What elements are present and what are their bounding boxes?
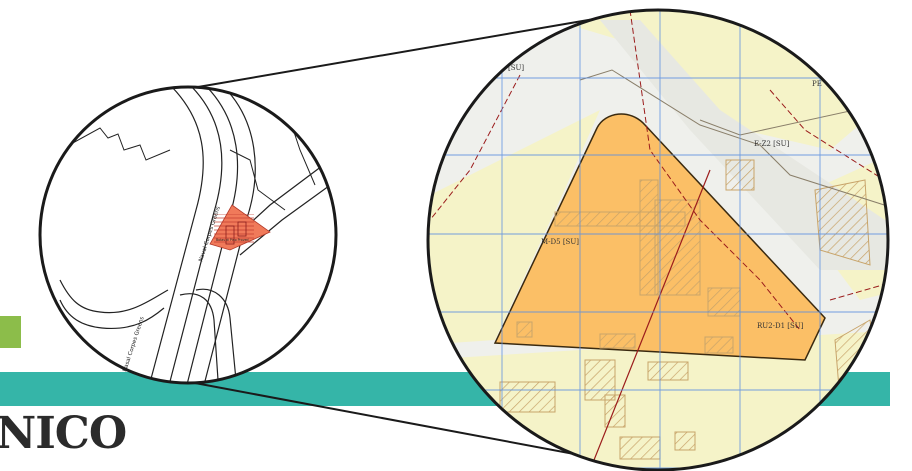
section-heading: NICO [0,408,127,459]
overview-map: Naval Corpes Greens Nasal Corpes Greens … [38,85,338,385]
zone-label-m-d5: M-D5 [SU] [541,238,579,246]
zone-label-pe: PE [812,80,822,88]
connector-bottom [194,382,634,466]
zone-label-e-z2: E-Z2 [SU] [754,140,790,148]
zone-label-top: [SU] [508,64,524,72]
zoom-map: [SU] PE E-Z2 [SU] M-D5 [SU] RU2-D1 [SU] [426,8,890,471]
green-accent-square [0,316,21,348]
overview-site-label: Botas di Pino Proved [216,238,249,242]
zone-label-ru2-d1: RU2-D1 [SU] [757,322,804,330]
connector-top [197,17,601,88]
